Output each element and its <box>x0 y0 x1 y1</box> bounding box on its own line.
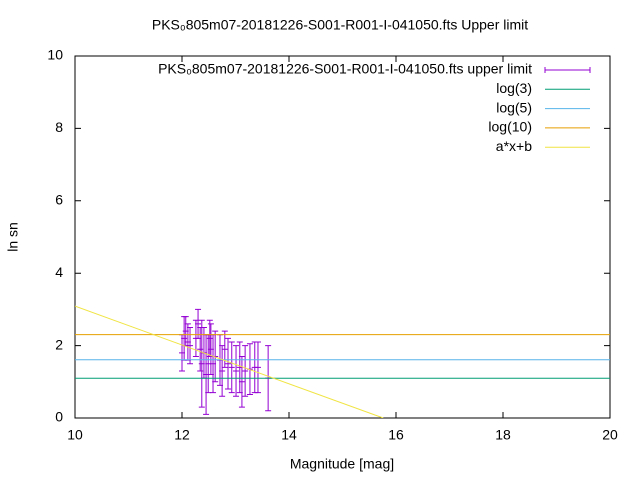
error-bar <box>206 319 213 357</box>
legend-label: log(10) <box>488 119 532 135</box>
x-tick-label: 20 <box>602 427 618 443</box>
error-bar <box>236 341 243 394</box>
error-bar <box>228 341 235 394</box>
error-bar <box>203 334 210 415</box>
line <box>75 305 384 418</box>
y-tick-label: 10 <box>47 47 63 63</box>
x-tick-label: 12 <box>174 427 190 443</box>
legend-label: PKS₀805m07-20181226-S001-R001-I-041050.f… <box>158 61 532 77</box>
error-bar <box>179 334 185 372</box>
error-bar <box>254 341 261 394</box>
legend-label: log(5) <box>496 99 532 115</box>
error-bar <box>212 330 219 383</box>
error-bar <box>238 355 245 408</box>
error-bar <box>233 345 240 397</box>
x-tick-label: 18 <box>495 427 511 443</box>
y-tick-label: 6 <box>55 192 63 208</box>
y-tick-label: 2 <box>55 336 63 352</box>
error-bar <box>195 308 202 339</box>
y-tick-label: 0 <box>55 409 63 425</box>
error-bar <box>210 334 217 394</box>
plot-border <box>74 55 611 419</box>
error-bar <box>221 330 228 368</box>
error-bar <box>219 345 226 397</box>
chart-title: PKS₀805m07-20181226-S001-R001-I-041050.f… <box>152 17 528 33</box>
error-bar <box>251 341 258 394</box>
x-axis-label: Magnitude [mag] <box>290 456 394 472</box>
error-bar <box>207 323 214 376</box>
x-tick-label: 16 <box>388 427 404 443</box>
y-tick-label: 4 <box>55 264 63 280</box>
error-bar <box>205 334 212 394</box>
error-bar <box>197 327 204 372</box>
legend-label: log(3) <box>496 80 532 96</box>
x-tick-label: 14 <box>281 427 297 443</box>
legend-swatch <box>544 67 591 73</box>
error-bar <box>198 319 205 408</box>
error-bar <box>225 337 232 390</box>
error-bar <box>182 316 189 347</box>
x-tick-label: 10 <box>67 427 83 443</box>
y-axis-label: ln sn <box>5 222 21 252</box>
y-tick-label: 8 <box>55 119 63 135</box>
legend-label: a*x+b <box>496 138 532 154</box>
error-bar <box>187 327 194 365</box>
error-bar <box>242 345 249 397</box>
